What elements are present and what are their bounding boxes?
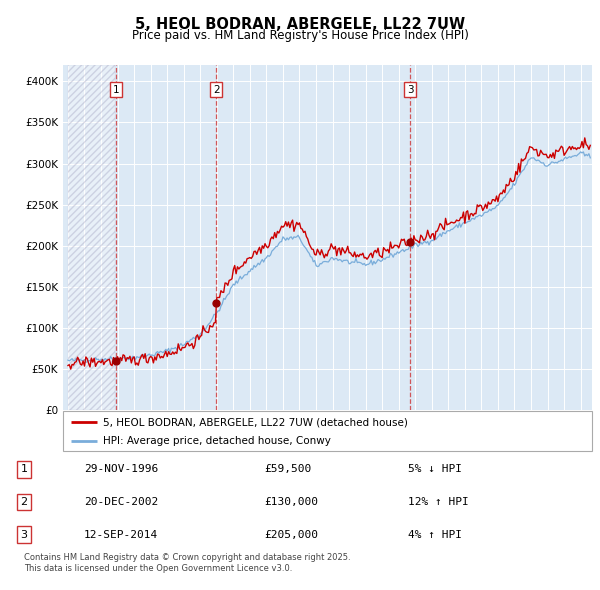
Text: 12% ↑ HPI: 12% ↑ HPI (408, 497, 469, 507)
Text: 20-DEC-2002: 20-DEC-2002 (84, 497, 158, 507)
Text: 3: 3 (20, 530, 28, 540)
Text: £59,500: £59,500 (264, 464, 311, 474)
Text: £130,000: £130,000 (264, 497, 318, 507)
Text: 1: 1 (20, 464, 28, 474)
Text: 5% ↓ HPI: 5% ↓ HPI (408, 464, 462, 474)
Text: HPI: Average price, detached house, Conwy: HPI: Average price, detached house, Conw… (103, 437, 331, 446)
Text: 1: 1 (113, 84, 119, 94)
Text: Price paid vs. HM Land Registry's House Price Index (HPI): Price paid vs. HM Land Registry's House … (131, 30, 469, 42)
Text: 3: 3 (407, 84, 413, 94)
Text: Contains HM Land Registry data © Crown copyright and database right 2025.
This d: Contains HM Land Registry data © Crown c… (24, 553, 350, 573)
Text: 2: 2 (213, 84, 220, 94)
Text: 4% ↑ HPI: 4% ↑ HPI (408, 530, 462, 540)
Text: 29-NOV-1996: 29-NOV-1996 (84, 464, 158, 474)
Text: 2: 2 (20, 497, 28, 507)
FancyBboxPatch shape (63, 411, 592, 451)
Text: £205,000: £205,000 (264, 530, 318, 540)
Text: 5, HEOL BODRAN, ABERGELE, LL22 7UW (detached house): 5, HEOL BODRAN, ABERGELE, LL22 7UW (deta… (103, 418, 407, 428)
Text: 12-SEP-2014: 12-SEP-2014 (84, 530, 158, 540)
Text: 5, HEOL BODRAN, ABERGELE, LL22 7UW: 5, HEOL BODRAN, ABERGELE, LL22 7UW (135, 17, 465, 31)
